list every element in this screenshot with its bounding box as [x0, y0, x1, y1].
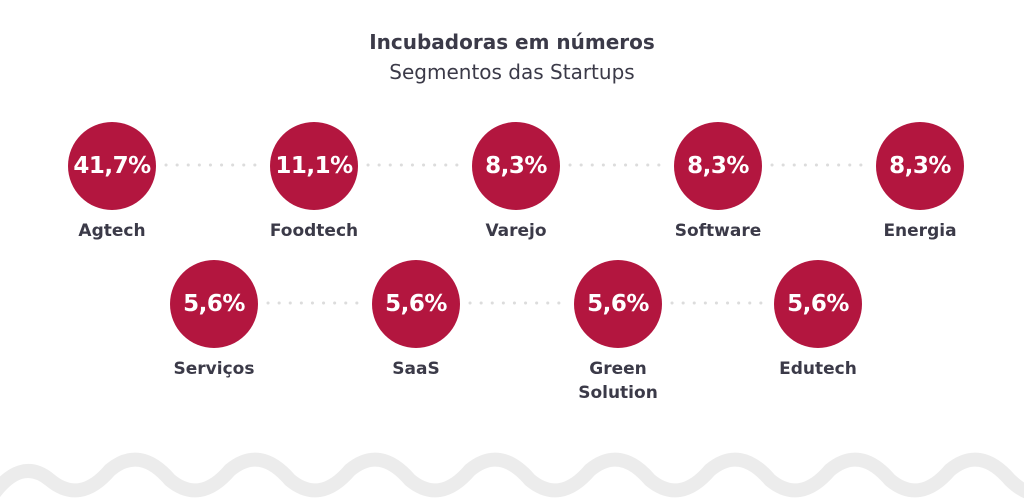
percent-circle: 8,3% — [876, 122, 964, 210]
percent-circle: 11,1% — [270, 122, 358, 210]
percent-circle: 5,6% — [170, 260, 258, 348]
segment-label: Energia — [883, 221, 957, 241]
segment-label: SaaS — [392, 359, 440, 379]
title: Incubadoras em números — [369, 30, 655, 54]
segment-label: Foodtech — [269, 221, 359, 241]
wave-pattern — [0, 452, 1024, 499]
percent-circle: 8,3% — [472, 122, 560, 210]
subtitle: Segmentos das Startups — [389, 60, 635, 84]
percent-circle: 41,7% — [68, 122, 156, 210]
percent-circle: 5,6% — [372, 260, 460, 348]
wave — [0, 452, 1024, 499]
segment-label: Varejo — [485, 221, 547, 241]
segment-label: Serviços — [173, 359, 255, 379]
segment-label: Edutech — [779, 359, 857, 379]
percent-circle: 5,6% — [574, 260, 662, 348]
connectors — [164, 163, 870, 305]
segment-label: Software — [674, 221, 762, 241]
percent-circle: 5,6% — [774, 260, 862, 348]
percent-circle: 8,3% — [674, 122, 762, 210]
segment-label: Green Solution — [578, 359, 658, 403]
segment-label: Agtech — [78, 221, 146, 241]
